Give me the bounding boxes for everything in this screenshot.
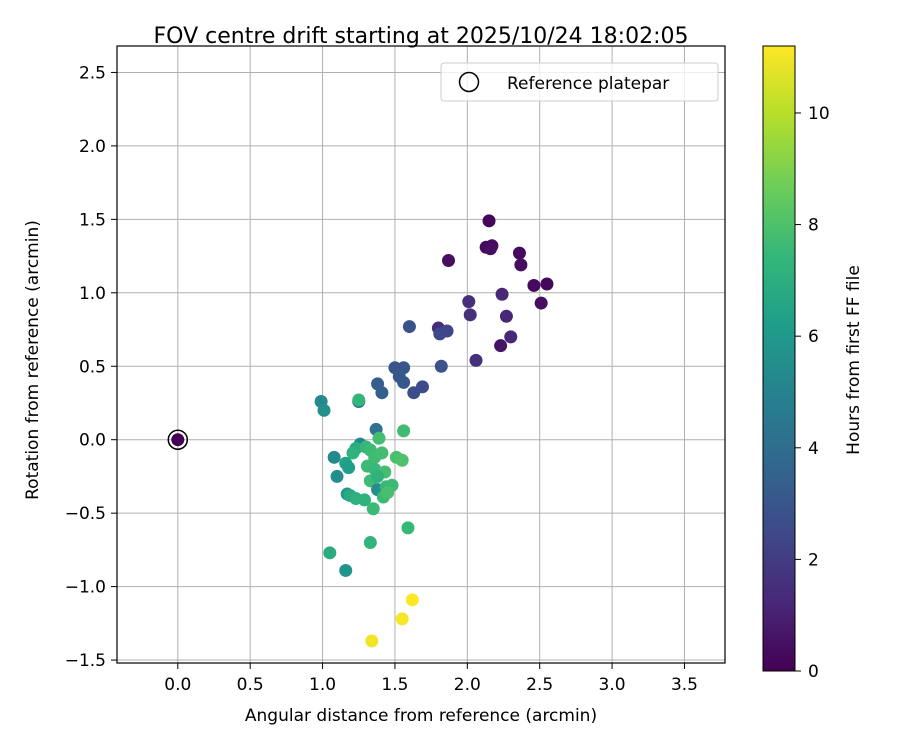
data-point <box>371 469 385 483</box>
legend-entry-label: Reference platepar <box>507 74 669 94</box>
data-point <box>434 359 448 373</box>
colorbar-tick-label: 6 <box>808 327 819 347</box>
data-point <box>405 593 419 607</box>
data-points <box>314 214 554 648</box>
y-axis-label: Rotation from reference (arcmin) <box>23 220 43 500</box>
data-point <box>527 278 541 292</box>
data-point <box>365 634 379 648</box>
x-tick-label: 1.0 <box>309 675 336 695</box>
data-point <box>352 393 366 407</box>
y-tick-label: −0.5 <box>65 504 106 524</box>
data-point <box>482 214 496 228</box>
x-tick-label: 3.0 <box>599 675 626 695</box>
chart-title: FOV centre drift starting at 2025/10/24 … <box>154 24 689 49</box>
y-axis-ticks: −1.5 −1.0 −0.5 0.0 0.5 1.0 1.5 2.0 2.5 <box>65 63 117 671</box>
data-point <box>534 296 548 310</box>
legend-box <box>440 62 719 102</box>
plot-frame <box>116 45 726 664</box>
x-axis-ticks: 0.0 0.5 1.0 1.5 2.0 2.5 3.0 3.5 <box>164 663 698 695</box>
y-tick-label: 0.0 <box>79 431 106 451</box>
grid-lines <box>117 46 725 663</box>
data-point <box>339 563 353 577</box>
data-point <box>317 403 331 417</box>
data-point <box>483 242 497 256</box>
data-point <box>366 502 380 516</box>
colorbar-tick-label: 8 <box>808 216 819 236</box>
data-point <box>402 320 416 334</box>
x-tick-label: 1.5 <box>381 675 408 695</box>
x-axis-label: Angular distance from reference (arcmin) <box>245 706 597 726</box>
data-point <box>462 295 476 309</box>
data-point <box>375 386 389 400</box>
y-tick-label: 0.5 <box>79 357 106 377</box>
y-tick-label: 1.5 <box>79 210 106 230</box>
data-point <box>440 324 454 338</box>
data-point <box>514 258 528 272</box>
colorbar-label: Hours from first FF file <box>844 265 864 455</box>
colorbar-gradient <box>762 45 796 672</box>
data-point <box>401 521 415 535</box>
data-point <box>442 253 456 267</box>
data-point <box>512 246 526 260</box>
x-tick-label: 2.0 <box>454 675 481 695</box>
data-point <box>372 431 386 445</box>
data-point <box>330 469 344 483</box>
data-point <box>495 287 509 301</box>
data-point <box>540 277 554 291</box>
y-tick-label: 2.0 <box>79 137 106 157</box>
colorbar: 0 2 4 6 8 10 Hours from first FF file <box>762 45 864 682</box>
legend-reference-marker-icon <box>458 71 480 93</box>
legend: Reference platepar <box>440 62 719 102</box>
data-point <box>463 308 477 322</box>
x-tick-label: 0.5 <box>237 675 264 695</box>
colorbar-tick-label: 4 <box>808 439 819 459</box>
data-point <box>397 424 411 438</box>
data-point <box>504 330 518 344</box>
data-point <box>499 309 513 323</box>
data-point <box>323 546 337 560</box>
data-point <box>395 612 409 626</box>
reference-platepar-marker <box>167 429 189 450</box>
colorbar-tick-label: 0 <box>808 662 819 682</box>
data-point <box>494 339 508 353</box>
y-tick-label: −1.0 <box>65 578 106 598</box>
y-tick-label: −1.5 <box>65 651 106 671</box>
data-point <box>346 446 360 460</box>
data-point <box>375 446 389 460</box>
x-tick-label: 2.5 <box>526 675 553 695</box>
reference-data-point <box>171 433 185 447</box>
colorbar-tick-label: 2 <box>808 550 819 570</box>
data-point <box>469 353 483 367</box>
x-tick-label: 3.5 <box>671 675 698 695</box>
y-tick-label: 1.0 <box>79 284 106 304</box>
data-point <box>397 375 411 389</box>
colorbar-tick-label: 10 <box>808 104 830 124</box>
colorbar-ticks: 0 2 4 6 8 10 <box>795 104 830 682</box>
data-point <box>395 453 409 467</box>
y-tick-label: 2.5 <box>79 63 106 83</box>
data-point <box>363 536 377 550</box>
data-point <box>381 486 395 500</box>
data-point <box>342 461 356 475</box>
data-point <box>327 450 341 464</box>
data-point <box>415 380 429 394</box>
x-tick-label: 0.0 <box>164 675 191 695</box>
reference-marker-group <box>167 429 189 450</box>
data-point <box>358 493 372 507</box>
